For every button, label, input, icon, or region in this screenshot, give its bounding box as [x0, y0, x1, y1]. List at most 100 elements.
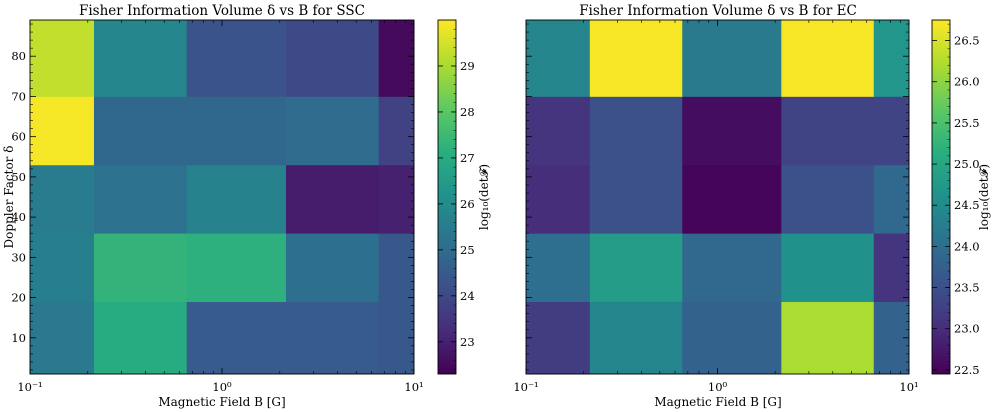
ssc-heatmap-cell-r1-c2	[186, 233, 287, 302]
ssc-y-tick-label: 30	[11, 250, 26, 264]
ssc-heatmap-cells	[30, 20, 415, 375]
ec-colorbar-tick-label: 26.5	[954, 34, 980, 48]
ssc-y-axis: 10 20 30 40 50 60 70 80	[11, 23, 414, 371]
ssc-heatmap-cell-r4-c2	[186, 20, 287, 97]
ec-colorbar-tick-label: 24.0	[954, 239, 980, 253]
ssc-x-axis: 10⁻¹ 10⁰ 10¹	[17, 20, 424, 394]
ssc-colorbar-tick-label: 27	[460, 151, 475, 165]
ec-colorbar-tick-label: 23.5	[954, 281, 980, 295]
ssc-colorbar-gradient	[438, 20, 456, 374]
ec-x-axis: 10⁻¹ 10⁰ 10¹	[513, 20, 919, 394]
ssc-heatmap-cell-r1-c0	[30, 233, 95, 302]
ec-colorbar-gradient	[932, 20, 950, 374]
ec-chart-title: Fisher Information Volume δ vs B for EC	[579, 3, 857, 19]
ssc-y-tick-label: 50	[11, 170, 26, 184]
ssc-heatmap-cell-r3-c4	[378, 96, 415, 166]
ssc-heatmap-cell-r4-c3	[285, 20, 380, 97]
ec-heatmap-cell-r4-c2	[682, 20, 782, 97]
ec-x-tick-label: 10⁰	[708, 380, 728, 394]
ssc-heatmap-cell-r2-c0	[30, 164, 95, 234]
ssc-x-tick-label: 10⁰	[212, 380, 232, 394]
ssc-y-tick-label: 60	[11, 130, 26, 144]
ssc-heatmap-cell-r4-c4	[378, 20, 415, 97]
ec-colorbar-tick-label: 25.0	[954, 157, 980, 171]
ec-heatmap-cell-r0-c1	[589, 301, 683, 375]
ec-heatmap-cell-r1-c0	[526, 233, 591, 302]
ec-colorbar-tick-label: 23.0	[954, 322, 980, 336]
ec-heatmap-cell-r3-c0	[526, 96, 591, 166]
ssc-y-axis-label: Doppler Factor δ	[2, 146, 16, 249]
ec-heatmap-cell-r4-c4	[873, 20, 910, 97]
ec-heatmap-cell-r0-c2	[682, 301, 782, 375]
ec-heatmap-cell-r4-c0	[526, 20, 591, 97]
ssc-colorbar-tick-label: 29	[460, 59, 475, 73]
ec-heatmap-cell-r0-c0	[526, 301, 591, 375]
ec-heatmap-cell-r2-c1	[589, 164, 683, 234]
ssc-x-tick-label: 10⁻¹	[17, 380, 42, 394]
ssc-y-tick-label: 20	[11, 291, 26, 305]
ssc-x-tick-label: 10¹	[404, 380, 423, 394]
ssc-heatmap-cell-r2-c1	[93, 164, 188, 234]
ssc-heatmap-cell-r0-c1	[93, 301, 188, 375]
ec-colorbar-tick-label: 25.5	[954, 116, 980, 130]
ec-heatmap-cells	[526, 20, 910, 375]
ec-heatmap-cell-r2-c3	[781, 164, 875, 234]
ssc-heatmap-cell-r0-c3	[285, 301, 380, 375]
ec-colorbar: 22.5 23.0 23.5 24.0 24.5 25.0 25.5 26.0 26.5 log…	[931, 19, 991, 377]
ec-heatmap-cell-r2-c0	[526, 164, 591, 234]
ssc-heatmap-cell-r1-c3	[285, 233, 380, 302]
ec-heatmap-cell-r0-c3	[781, 301, 875, 375]
ssc-heatmap-cell-r3-c1	[93, 96, 188, 166]
ec-heatmap-cell-r2-c2	[682, 164, 782, 234]
ssc-heatmap-cell-r2-c2	[186, 164, 287, 234]
ec-colorbar-tick-label: 22.5	[954, 363, 980, 377]
ssc-y-tick-label: 70	[11, 89, 26, 103]
ec-colorbar-tick-label: 24.5	[954, 198, 980, 212]
ssc-colorbar-label: log₁₀(det𝓕)	[477, 164, 491, 230]
ssc-colorbar: 23 24 25 26 27 28 29 log₁₀(det𝓕)	[437, 19, 491, 375]
ec-heatmap-cell-r4-c3	[781, 20, 875, 97]
ssc-y-tick-label: 40	[11, 210, 26, 224]
ssc-heatmap-cell-r2-c4	[378, 164, 415, 234]
ec-heatmap-cell-r2-c4	[873, 164, 910, 234]
ec-colorbar-tick-label: 26.0	[954, 75, 980, 89]
ec-heatmap-cell-r1-c3	[781, 233, 875, 302]
ssc-colorbar-tick-label: 28	[460, 105, 475, 119]
ssc-x-axis-label: Magnetic Field B [G]	[158, 395, 285, 409]
ec-chart: Fisher Information Volume δ vs B for EC …	[513, 3, 991, 409]
ssc-colorbar-tick-label: 23	[460, 335, 475, 349]
ssc-colorbar-tick-label: 25	[460, 243, 475, 257]
ec-colorbar-label: log₁₀(det𝓕)	[977, 164, 991, 230]
ssc-colorbar-tick-label: 24	[460, 289, 475, 303]
ssc-chart-title: Fisher Information Volume δ vs B for SSC	[79, 3, 365, 19]
ec-heatmap-cell-r1-c1	[589, 233, 683, 302]
ec-x-tick-label: 10¹	[899, 380, 918, 394]
ssc-heatmap-cell-r0-c0	[30, 301, 95, 375]
ec-heatmap-cell-r4-c1	[589, 20, 683, 97]
ec-heatmap-cell-r1-c4	[873, 233, 910, 302]
ssc-colorbar-tick-label: 26	[460, 197, 475, 211]
ec-x-tick-label: 10⁻¹	[513, 380, 538, 394]
ec-heatmap-cell-r3-c2	[682, 96, 782, 166]
ec-y-axis	[526, 23, 909, 371]
ssc-heatmap-cell-r3-c3	[285, 96, 380, 166]
ssc-chart: Fisher Information Volume δ vs B for SSC…	[2, 3, 491, 409]
ec-x-axis-label: Magnetic Field B [G]	[654, 395, 781, 409]
ssc-heatmap-cell-r4-c0	[30, 20, 95, 97]
ssc-heatmap-cell-r4-c1	[93, 20, 188, 97]
ssc-heatmap-cell-r0-c2	[186, 301, 287, 375]
ssc-colorbar-ticks: 23 24 25 26 27 28 29	[438, 19, 475, 370]
ssc-y-tick-label: 10	[11, 331, 26, 345]
ssc-heatmap-cell-r1-c1	[93, 233, 188, 302]
ec-heatmap-cell-r3-c4	[873, 96, 910, 166]
ssc-heatmap-cell-r3-c0	[30, 96, 95, 166]
ssc-colorbar-frame	[437, 19, 457, 375]
ec-heatmap-cell-r3-c3	[781, 96, 875, 166]
ssc-heatmap-cell-r3-c2	[186, 96, 287, 166]
ssc-heatmap-cell-r1-c4	[378, 233, 415, 302]
ec-heatmap-cell-r1-c2	[682, 233, 782, 302]
ec-colorbar-ticks: 22.5 23.0 23.5 24.0 24.5 25.0 25.5 26.0 26.5	[932, 23, 980, 377]
ssc-heatmap-cell-r2-c3	[285, 164, 380, 234]
ec-heatmap-cell-r3-c1	[589, 96, 683, 166]
